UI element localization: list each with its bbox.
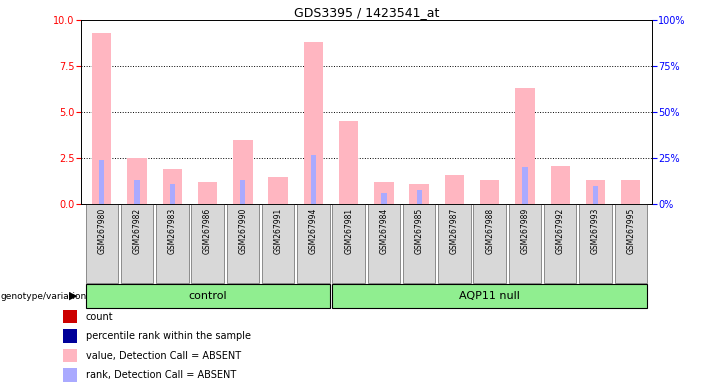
Bar [63,368,77,382]
Bar [198,182,217,204]
Text: GSM267993: GSM267993 [591,207,600,254]
Bar [444,175,464,204]
Bar [332,284,647,308]
Text: GSM267987: GSM267987 [450,207,459,254]
Bar [579,204,612,283]
Bar [480,180,499,204]
Text: AQP11 null: AQP11 null [459,291,520,301]
Bar [262,204,294,283]
Bar [156,204,189,283]
Bar [368,204,400,283]
Text: GSM267981: GSM267981 [344,207,353,253]
Bar [170,184,175,204]
Text: GSM267994: GSM267994 [309,207,318,254]
Bar [621,180,641,204]
Bar [586,180,605,204]
Text: GSM267982: GSM267982 [132,207,142,253]
Text: GSM267992: GSM267992 [556,207,565,254]
Bar [416,190,422,204]
Bar [615,204,647,283]
Bar [409,184,429,204]
Bar [311,154,316,204]
Bar [403,204,435,283]
Bar [550,166,570,204]
Text: GSM267991: GSM267991 [273,207,283,254]
Text: GSM267986: GSM267986 [203,207,212,254]
Text: GSM267989: GSM267989 [520,207,529,254]
Bar [297,204,329,283]
Bar [515,88,535,204]
Bar [99,160,104,204]
Text: rank, Detection Call = ABSENT: rank, Detection Call = ABSENT [86,370,236,380]
Bar [268,177,288,204]
Bar [438,204,470,283]
Bar [92,33,111,204]
Text: ▶: ▶ [69,291,77,301]
Text: GSM267990: GSM267990 [238,207,247,254]
Bar [304,42,323,204]
Bar [332,204,365,283]
Text: control: control [189,291,227,301]
Bar [135,180,139,204]
Text: GSM267983: GSM267983 [168,207,177,254]
Bar [374,182,393,204]
Text: GSM267980: GSM267980 [97,207,107,254]
Text: GSM267995: GSM267995 [626,207,635,254]
Bar [240,180,245,204]
Bar [63,349,77,362]
Text: genotype/variation: genotype/variation [1,291,87,301]
Bar [63,310,77,323]
Bar [473,204,506,283]
Bar [339,121,358,204]
Bar [128,158,147,204]
Text: GSM267985: GSM267985 [415,207,423,254]
Bar [226,204,259,283]
Bar [522,167,528,204]
Bar [233,140,252,204]
Text: GSM267988: GSM267988 [485,207,494,253]
Bar [593,186,598,204]
Bar [509,204,541,283]
Bar [381,193,386,204]
Bar [86,284,329,308]
Bar [163,169,182,204]
Text: count: count [86,311,113,322]
Bar [121,204,154,283]
Bar [86,204,118,283]
Bar [63,329,77,343]
Bar [544,204,576,283]
Title: GDS3395 / 1423541_at: GDS3395 / 1423541_at [294,6,439,19]
Text: percentile rank within the sample: percentile rank within the sample [86,331,250,341]
Text: value, Detection Call = ABSENT: value, Detection Call = ABSENT [86,351,240,361]
Text: GSM267984: GSM267984 [379,207,388,254]
Bar [191,204,224,283]
